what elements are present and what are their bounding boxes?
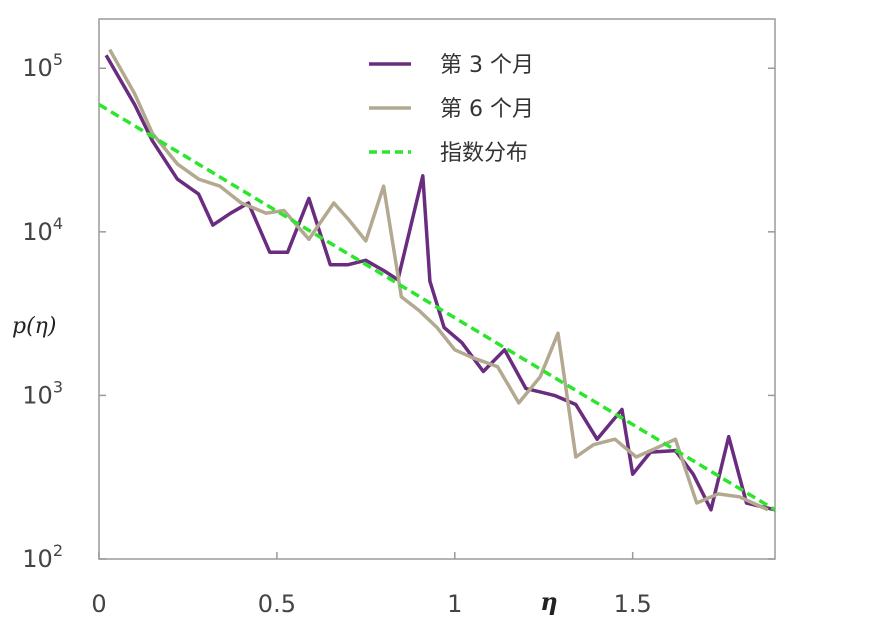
tick-layer: 0 0.5 1 1.5 102 103 104 105 [22,50,775,618]
y-tick-label: 102 [22,541,63,573]
legend-label-series-2: 第 6 个月 [440,97,534,122]
plot-area [98,18,776,560]
y-tick-label: 103 [22,377,63,409]
series-line-1 [104,54,776,512]
x-tick-label: 0.5 [258,590,296,618]
series-line-2 [108,48,769,512]
y-tick-label: 104 [22,214,63,246]
series-line-3 [98,102,776,512]
x-axis-label: η [540,587,557,616]
legend-label-series-3: 指数分布 [440,141,528,166]
x-tick-label: 1 [447,590,462,618]
legend-label-series-1: 第 3 个月 [440,53,534,78]
legend: 第 3 个月 第 6 个月 指数分布 [369,53,534,166]
y-axis-label: p(η) [12,314,56,339]
x-tick-label: 1.5 [614,590,652,618]
y-tick-label: 105 [22,50,63,82]
series-layer [98,48,776,512]
x-tick-label: 0 [91,590,106,618]
